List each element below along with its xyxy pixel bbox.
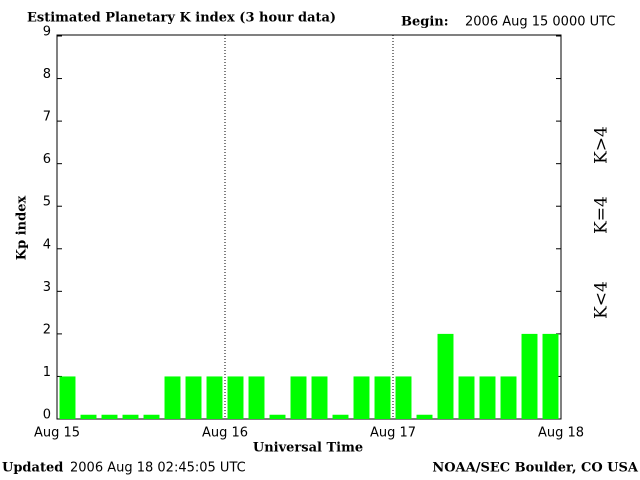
x-tick-label: Aug 18 <box>538 426 584 441</box>
bar <box>500 376 517 419</box>
y-tick-label: 9 <box>43 25 51 40</box>
y-tick-label: 6 <box>43 152 51 167</box>
legend-entry: K>4 <box>592 126 612 164</box>
y-tick-label: 7 <box>43 110 51 125</box>
legend-entry: K<4 <box>592 281 612 319</box>
y-tick-label: 2 <box>43 322 51 337</box>
bar <box>290 376 307 419</box>
begin-value: 2006 Aug 15 0000 UTC <box>465 15 615 30</box>
plot-frame <box>56 34 562 420</box>
bar <box>185 376 202 419</box>
bar <box>395 376 412 419</box>
y-tick-label: 4 <box>43 237 51 252</box>
source: NOAA/SEC Boulder, CO USA <box>432 461 639 476</box>
legend-entry: K=4 <box>592 196 612 234</box>
bar <box>227 376 244 419</box>
bar <box>353 376 370 419</box>
bar <box>143 414 160 419</box>
x-tick-label: Aug 16 <box>202 426 248 441</box>
bar <box>206 376 223 419</box>
updated-value: 2006 Aug 18 02:45:05 UTC <box>70 461 246 476</box>
bar <box>332 414 349 419</box>
bar <box>269 414 286 419</box>
x-tick-label: Aug 17 <box>370 426 416 441</box>
bar <box>80 414 97 419</box>
bar <box>458 376 475 419</box>
bar <box>311 376 328 419</box>
bar <box>164 376 181 419</box>
bar <box>374 376 391 419</box>
y-tick-label: 8 <box>43 67 51 82</box>
x-axis-label: Universal Time <box>253 441 363 456</box>
updated-label: Updated <box>2 461 63 476</box>
y-tick-label: 5 <box>43 195 51 210</box>
bar <box>542 333 559 419</box>
bar <box>122 414 139 419</box>
bar <box>101 414 118 419</box>
bar <box>416 414 433 419</box>
y-tick-label: 3 <box>43 280 51 295</box>
y-tick-label: 1 <box>43 365 51 380</box>
y-tick-label: 0 <box>43 408 51 423</box>
begin-label: Begin: <box>401 15 449 30</box>
bar <box>59 376 76 419</box>
bar <box>437 333 454 419</box>
bar <box>248 376 265 419</box>
y-axis-label: Kp index <box>15 196 30 261</box>
chart-title: Estimated Planetary K index (3 hour data… <box>27 11 336 26</box>
x-tick-label: Aug 15 <box>34 426 80 441</box>
bar <box>521 333 538 419</box>
bar <box>479 376 496 419</box>
